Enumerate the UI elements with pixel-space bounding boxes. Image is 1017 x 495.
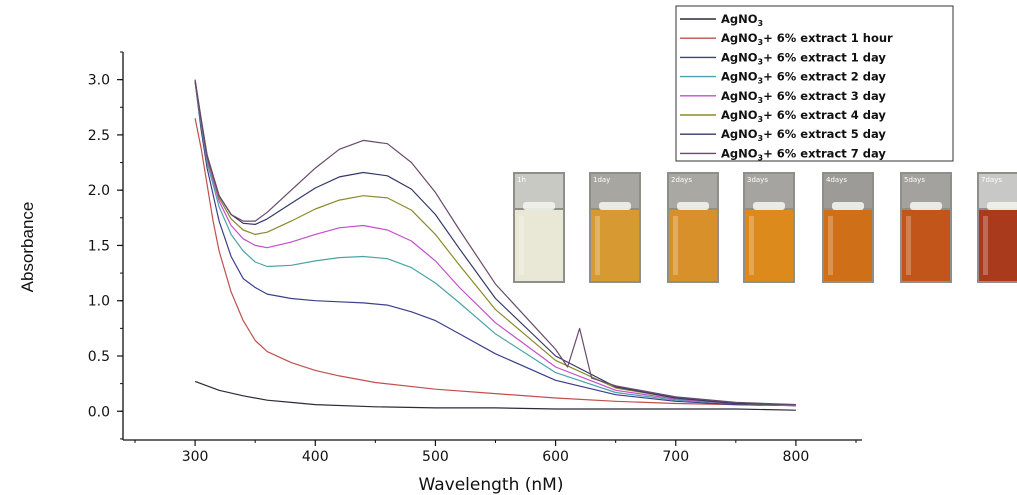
vial-label: 3days bbox=[747, 176, 768, 184]
vial-photo-1h: 1h bbox=[513, 172, 565, 283]
legend-box bbox=[675, 5, 954, 162]
vial-liquid bbox=[669, 210, 717, 281]
vial-label: 5days bbox=[904, 176, 925, 184]
ticks: 300 400 500 600 700 800 0.0 0.5 1.0 1.5 2.0 2.5 3.0 bbox=[88, 51, 857, 465]
legend-label: AgNO3+ 6% extract 1 hour bbox=[721, 31, 893, 47]
y-tick-label: 3.0 bbox=[88, 73, 110, 89]
vial-meniscus bbox=[910, 202, 942, 210]
vial-meniscus bbox=[987, 202, 1017, 210]
vial-liquid bbox=[902, 210, 950, 281]
vial-liquid bbox=[745, 210, 793, 281]
vial-glare bbox=[828, 216, 833, 275]
x-tick-label: 800 bbox=[783, 449, 810, 465]
vial-liquid bbox=[979, 210, 1017, 281]
x-tick-label: 600 bbox=[542, 449, 569, 465]
vial-meniscus bbox=[832, 202, 864, 210]
vial-photo-1day: 1day bbox=[589, 172, 641, 283]
y-tick-label: 1.5 bbox=[88, 238, 110, 254]
vial-label: 1h bbox=[517, 176, 526, 184]
series-line-4 bbox=[194, 81, 796, 407]
legend-label: AgNO3+ 6% extract 7 day bbox=[721, 146, 886, 162]
vial-photo-5days: 5days bbox=[900, 172, 952, 283]
vial-meniscus bbox=[523, 202, 555, 210]
series-line-7 bbox=[194, 79, 796, 406]
y-tick-label: 0.0 bbox=[88, 404, 110, 420]
series-line-0 bbox=[194, 380, 796, 411]
legend-label: AgNO3+ 6% extract 4 day bbox=[721, 108, 886, 124]
x-tick-label: 400 bbox=[302, 449, 329, 465]
x-tick-label: 300 bbox=[182, 449, 209, 465]
legend-label: AgNO3+ 6% extract 5 day bbox=[721, 127, 886, 143]
vial-photo-2days: 2days bbox=[667, 172, 719, 283]
y-tick-label: 2.0 bbox=[88, 183, 110, 199]
vial-liquid bbox=[515, 210, 563, 281]
vial-glare bbox=[595, 216, 600, 275]
vial-photo-7days: 7days bbox=[977, 172, 1017, 283]
vial-label: 4days bbox=[826, 176, 847, 184]
vial-glare bbox=[749, 216, 754, 275]
vial-meniscus bbox=[599, 202, 631, 210]
series-layer bbox=[194, 79, 796, 411]
vial-glare bbox=[983, 216, 988, 275]
y-tick-label: 1.0 bbox=[88, 294, 110, 310]
vial-label: 1day bbox=[593, 176, 610, 184]
vial-liquid bbox=[824, 210, 872, 281]
vial-photos: 1h 1day 2days 3days 4days 5days 7days bbox=[513, 172, 1017, 283]
y-tick-label: 2.5 bbox=[88, 128, 110, 144]
legend-label: AgNO3+ 6% extract 1 day bbox=[721, 50, 886, 66]
legend-label: AgNO3+ 6% extract 3 day bbox=[721, 89, 886, 105]
vial-glare bbox=[519, 216, 524, 275]
vial-label: 7days bbox=[981, 176, 1002, 184]
vial-liquid bbox=[591, 210, 639, 281]
vial-photo-3days: 3days bbox=[743, 172, 795, 283]
x-tick-label: 700 bbox=[662, 449, 689, 465]
legend-label: AgNO3 bbox=[721, 12, 763, 28]
vial-meniscus bbox=[753, 202, 785, 210]
legend-label: AgNO3+ 6% extract 2 day bbox=[721, 70, 886, 86]
vial-photo-4days: 4days bbox=[822, 172, 874, 283]
series-line-5 bbox=[194, 81, 796, 407]
x-tick-label: 500 bbox=[422, 449, 449, 465]
vial-glare bbox=[673, 216, 678, 275]
y-tick-label: 0.5 bbox=[88, 349, 110, 365]
legend: AgNO3 AgNO3+ 6% extract 1 hour AgNO3+ 6% e… bbox=[675, 5, 954, 162]
vial-label: 2days bbox=[671, 176, 692, 184]
series-line-1 bbox=[194, 118, 796, 407]
vial-glare bbox=[906, 216, 911, 275]
series-line-3 bbox=[194, 81, 796, 407]
x-axis-title: Wavelength (nM) bbox=[419, 475, 564, 495]
series-line-2 bbox=[194, 81, 796, 407]
vial-meniscus bbox=[677, 202, 709, 210]
y-axis-title: Absorbance bbox=[18, 202, 37, 293]
